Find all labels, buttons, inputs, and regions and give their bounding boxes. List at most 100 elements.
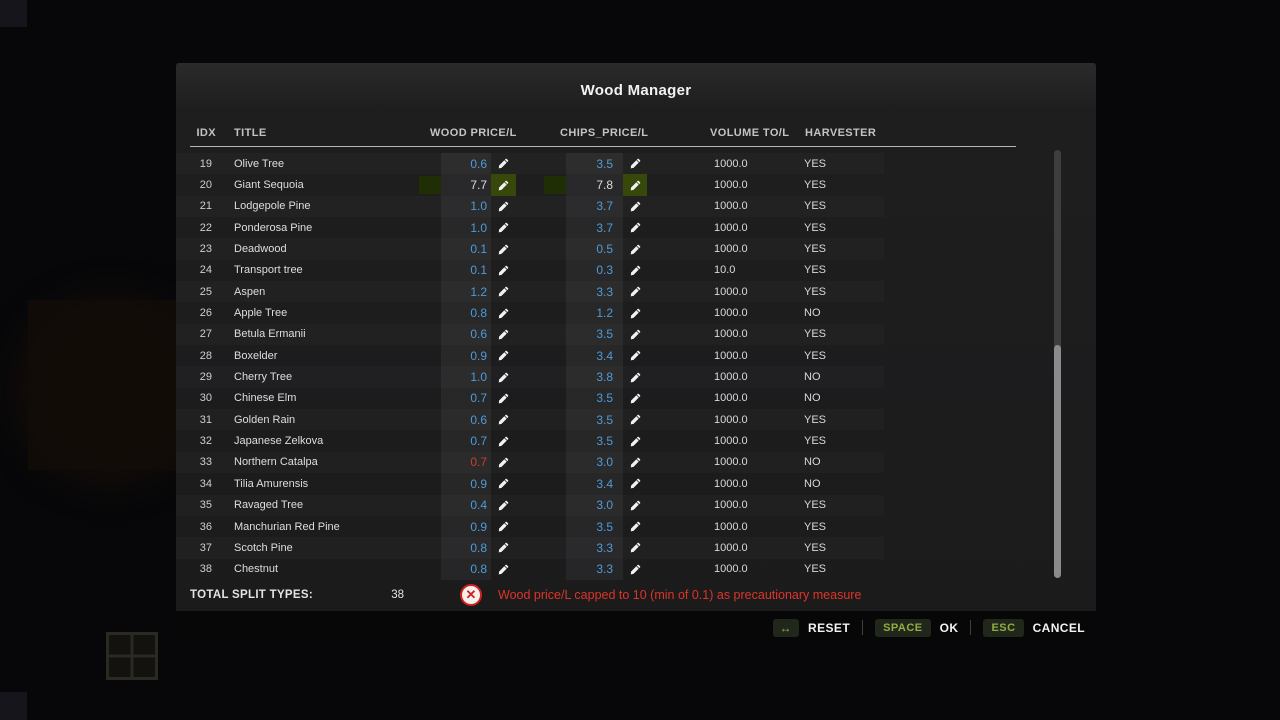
wood-price-edit-cell[interactable] [491,174,516,196]
wood-price-value[interactable]: 0.7 [441,387,491,410]
cancel-button[interactable]: CANCEL [1032,620,1085,635]
wood-price-value[interactable]: 0.6 [441,323,491,346]
table-row[interactable]: 23 Deadwood 0.1 0.5 1000.0 YES [176,238,884,260]
chips-price-value[interactable]: 3.0 [566,451,623,474]
chips-price-value[interactable]: 3.3 [566,558,623,580]
table-row[interactable]: 24 Transport tree 0.1 0.3 10.0 YES [176,259,884,282]
chips-price-value[interactable]: 7.8 [566,174,623,196]
wood-price-edit-cell[interactable] [491,495,516,516]
chips-price-value[interactable]: 0.3 [566,259,623,282]
wood-price-value[interactable]: 0.8 [441,537,491,559]
scrollbar-thumb[interactable] [1054,345,1061,578]
table-row[interactable]: 20 Giant Sequoia 7.7 7.8 1000.0 YES [176,174,884,196]
chips-price-value[interactable]: 3.3 [566,281,623,303]
wood-price-value[interactable]: 1.0 [441,366,491,388]
chips-price-edit-cell[interactable] [623,559,647,580]
chips-price-edit-cell[interactable] [623,388,647,409]
table-row[interactable]: 34 Tilia Amurensis 0.9 3.4 1000.0 NO [176,473,884,495]
chips-price-value[interactable]: 3.3 [566,537,623,559]
wood-price-edit-cell[interactable] [491,409,516,430]
wood-price-edit-cell[interactable] [491,537,516,558]
wood-price-value[interactable]: 0.8 [441,302,491,324]
table-row[interactable]: 26 Apple Tree 0.8 1.2 1000.0 NO [176,302,884,324]
wood-price-value[interactable]: 0.8 [441,558,491,580]
wood-price-value[interactable]: 7.7 [441,174,491,196]
chips-price-edit-cell[interactable] [623,430,647,451]
table-row[interactable]: 30 Chinese Elm 0.7 3.5 1000.0 NO [176,387,884,410]
table-row[interactable]: 28 Boxelder 0.9 3.4 1000.0 YES [176,345,884,367]
wood-price-edit-cell[interactable] [491,452,516,473]
table-row[interactable]: 32 Japanese Zelkova 0.7 3.5 1000.0 YES [176,430,884,452]
chips-price-value[interactable]: 3.5 [566,409,623,431]
chips-price-edit-cell[interactable] [623,153,647,174]
wood-price-value[interactable]: 0.7 [441,430,491,452]
wood-price-edit-cell[interactable] [491,366,516,387]
table-row[interactable]: 22 Ponderosa Pine 1.0 3.7 1000.0 YES [176,217,884,239]
chips-price-edit-cell[interactable] [623,260,647,281]
wood-price-edit-cell[interactable] [491,302,516,323]
chips-price-edit-cell[interactable] [623,345,647,366]
chips-price-edit-cell[interactable] [623,324,647,345]
table-row[interactable]: 37 Scotch Pine 0.8 3.3 1000.0 YES [176,537,884,559]
chips-price-value[interactable]: 3.7 [566,217,623,239]
wood-price-edit-cell[interactable] [491,153,516,174]
chips-price-edit-cell[interactable] [623,366,647,387]
ok-button[interactable]: OK [939,620,959,635]
chips-price-edit-cell[interactable] [623,473,647,494]
table-row[interactable]: 27 Betula Ermanii 0.6 3.5 1000.0 YES [176,323,884,346]
chips-price-edit-cell[interactable] [623,495,647,516]
chips-price-edit-cell[interactable] [623,217,647,238]
wood-price-value[interactable]: 0.1 [441,259,491,282]
chips-price-value[interactable]: 3.5 [566,387,623,410]
wood-price-value[interactable]: 1.2 [441,281,491,303]
wood-price-value[interactable]: 0.6 [441,409,491,431]
wood-price-value[interactable]: 0.4 [441,494,491,516]
wood-price-edit-cell[interactable] [491,238,516,259]
wood-price-edit-cell[interactable] [491,516,516,537]
table-row[interactable]: 33 Northern Catalpa 0.7 3.0 1000.0 NO [176,451,884,474]
wood-price-value[interactable]: 0.9 [441,515,491,538]
chips-price-edit-cell[interactable] [623,452,647,473]
wood-price-edit-cell[interactable] [491,196,516,217]
chips-price-value[interactable]: 3.7 [566,195,623,218]
chips-price-value[interactable]: 0.5 [566,238,623,260]
wood-price-value[interactable]: 1.0 [441,195,491,218]
chips-price-value[interactable]: 3.8 [566,366,623,388]
chips-price-value[interactable]: 1.2 [566,302,623,324]
table-row[interactable]: 31 Golden Rain 0.6 3.5 1000.0 YES [176,409,884,431]
chips-price-value[interactable]: 3.5 [566,153,623,175]
wood-price-edit-cell[interactable] [491,260,516,281]
wood-price-edit-cell[interactable] [491,473,516,494]
reset-button[interactable]: RESET [808,620,851,635]
wood-price-edit-cell[interactable] [491,345,516,366]
chips-price-edit-cell[interactable] [623,516,647,537]
chips-price-value[interactable]: 3.5 [566,515,623,538]
table-row[interactable]: 35 Ravaged Tree 0.4 3.0 1000.0 YES [176,494,884,516]
table-row[interactable]: 29 Cherry Tree 1.0 3.8 1000.0 NO [176,366,884,388]
table-row[interactable]: 25 Aspen 1.2 3.3 1000.0 YES [176,281,884,303]
wood-price-edit-cell[interactable] [491,217,516,238]
chips-price-value[interactable]: 3.4 [566,473,623,495]
chips-price-edit-cell[interactable] [623,196,647,217]
table-row[interactable]: 38 Chestnut 0.8 3.3 1000.0 YES [176,558,884,580]
wood-price-edit-cell[interactable] [491,559,516,580]
wood-price-value[interactable]: 0.1 [441,238,491,260]
wood-price-value[interactable]: 0.9 [441,345,491,367]
chips-price-value[interactable]: 3.4 [566,345,623,367]
chips-price-value[interactable]: 3.5 [566,323,623,346]
wood-price-value[interactable]: 0.9 [441,473,491,495]
wood-price-edit-cell[interactable] [491,281,516,302]
chips-price-value[interactable]: 3.5 [566,430,623,452]
chips-price-edit-cell[interactable] [623,281,647,302]
chips-price-edit-cell[interactable] [623,238,647,259]
chips-price-value[interactable]: 3.0 [566,494,623,516]
wood-price-edit-cell[interactable] [491,430,516,451]
wood-price-value[interactable]: 0.6 [441,153,491,175]
chips-price-edit-cell[interactable] [623,302,647,323]
wood-price-edit-cell[interactable] [491,388,516,409]
chips-price-edit-cell[interactable] [623,409,647,430]
wood-price-value[interactable]: 0.7 [441,451,491,474]
chips-price-edit-cell[interactable] [623,174,647,196]
scrollbar-track[interactable] [1054,150,1061,578]
table-row[interactable]: 21 Lodgepole Pine 1.0 3.7 1000.0 YES [176,195,884,218]
